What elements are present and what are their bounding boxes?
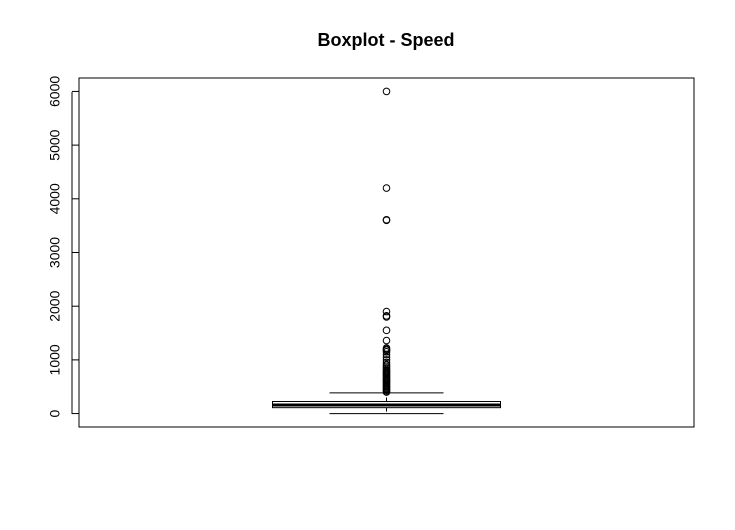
y-tick-label-0: 0 [47,409,63,417]
outlier-point-34 [382,326,391,335]
outlier-point-37 [382,307,391,316]
outlier-point-25 [382,358,391,367]
outlier-point-39 [382,215,391,224]
chart-title: Boxplot - Speed [317,30,454,50]
y-tick-label-2: 2000 [47,290,63,321]
y-tick-label-4: 4000 [47,183,63,214]
y-axis: 0 1000 2000 3000 4000 5000 6000 [47,76,79,417]
outlier-point-41 [382,87,391,96]
y-tick-label-6: 6000 [47,76,63,107]
outlier-point-26 [382,356,391,364]
y-tick-label-1: 1000 [47,344,63,375]
outlier-point-33 [382,336,391,345]
outlier-point-40 [382,184,391,192]
outlier-point-32 [382,344,391,352]
plot-elements [272,87,501,415]
y-tick-label-5: 5000 [47,129,63,160]
outlier-point-24 [382,360,391,369]
y-tick-label-3: 3000 [47,237,63,268]
outlier-point-36 [382,312,391,320]
